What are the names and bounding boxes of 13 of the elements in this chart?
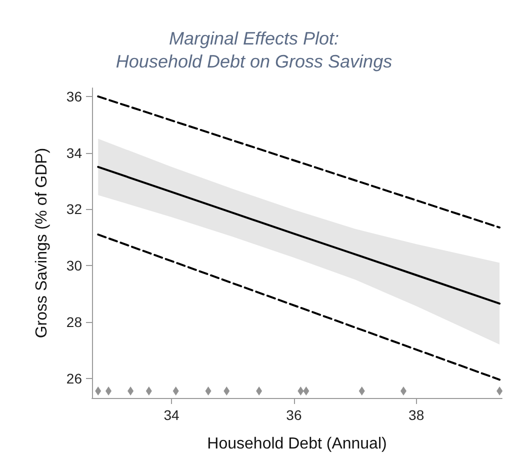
y-tick-label: 26: [66, 370, 82, 386]
x-tick-label: 38: [408, 407, 424, 423]
y-tick-label: 32: [66, 201, 82, 218]
x-axis-title: Household Debt (Annual): [207, 436, 387, 452]
chart-title: Marginal Effects Plot: Household Debt on Gross Savings: [116, 28, 392, 72]
y-tick-label: 28: [66, 314, 82, 330]
x-tick-label: 34: [164, 407, 180, 423]
line-series: [97, 166, 501, 305]
y-tick-label: 30: [66, 258, 82, 274]
y-tick-label: 34: [66, 144, 82, 161]
y-tick-label: 36: [66, 88, 82, 104]
y-axis-title: Gross Savings (% of GDP): [34, 148, 50, 338]
x-tick-label: 36: [286, 407, 302, 423]
